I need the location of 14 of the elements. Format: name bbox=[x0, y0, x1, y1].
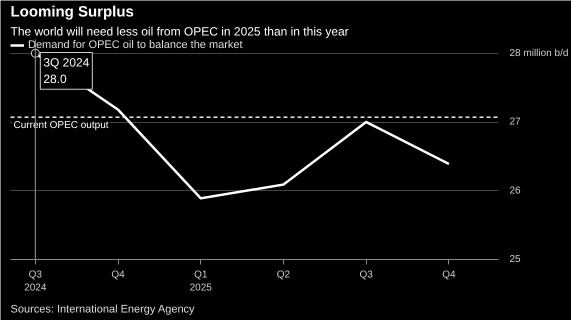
annotation: 3Q 2024 28.0 bbox=[43, 55, 90, 86]
x-tick-label: Q1 2025 bbox=[190, 270, 212, 294]
x-tick-label: Q3 2024 bbox=[24, 270, 47, 294]
x-tick-label: Q4 bbox=[442, 270, 456, 280]
y-tick-label: 28 million b/d bbox=[510, 48, 568, 59]
x-tick-label: Q4 bbox=[111, 270, 126, 280]
y-tick-label: 26 bbox=[510, 185, 522, 196]
chart-title: Looming Surplus bbox=[10, 4, 134, 20]
x-tick-label: Q2 bbox=[276, 270, 291, 280]
y-tick-label: 25 bbox=[510, 254, 522, 265]
x-tick-label: Q3 bbox=[359, 270, 374, 280]
chart-subtitle: The world will need less oil from OPEC in 2025 than in this year bbox=[10, 24, 349, 38]
source-note: Sources: International Energy Agency bbox=[10, 304, 196, 316]
y-tick-label: 27 bbox=[510, 116, 522, 128]
